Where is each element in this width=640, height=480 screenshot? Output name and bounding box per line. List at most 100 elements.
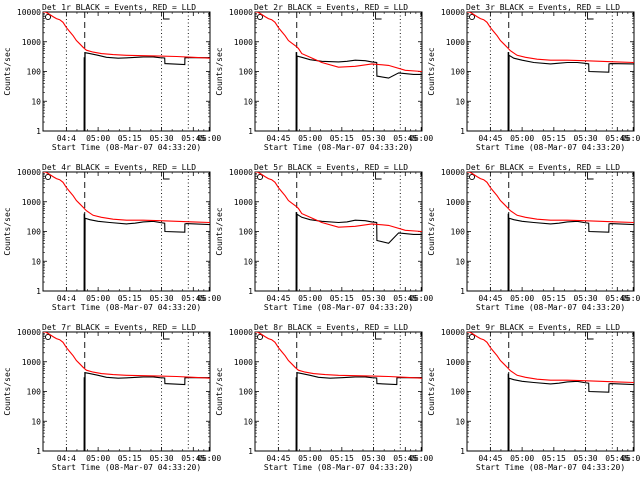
events-series-line [83,52,210,131]
y-tick-label: 10 [31,257,41,266]
x-tick-label: 05:30 [574,134,598,143]
x-axis-label: Start Time (08-Mar-07 04:33:20) [476,303,625,312]
x-tick-label: 05:00 [298,134,322,143]
x-tick-label: 05:00 [510,294,534,303]
x-axis-label: Start Time (08-Mar-07 04:33:20) [476,143,625,152]
lld-series-line [467,12,634,64]
x-tick-label: 06:00 [197,294,221,303]
corner-circle-marker [44,173,52,181]
y-tick-label: 100 [27,68,42,77]
y-axis-label: Counts/sec [215,207,224,255]
x-tick-label: 05:15 [118,454,142,463]
y-tick-label: 1 [248,287,253,296]
corner-circle-marker [468,173,476,181]
corner-bracket-marker [163,172,170,180]
x-tick-label: 05:00 [86,454,110,463]
y-tick-label: 10 [31,417,41,426]
events-series-line [295,52,422,131]
y-tick-label: 10 [31,97,41,106]
x-tick-label: 04:45 [266,454,290,463]
plot-panel-2: Det 2r BLACK = Events, RED = LLD 1 10 100 10… [215,3,433,152]
corner-bracket-marker [587,172,594,180]
x-tick-label: 05:30 [150,454,174,463]
x-tick-label: 05:30 [150,134,174,143]
corner-bracket-marker [375,172,382,180]
y-tick-label: 1000 [234,358,253,367]
y-tick-label: 10000 [229,168,253,177]
y-tick-label: 10000 [17,328,41,337]
y-tick-label: 100 [239,68,254,77]
x-tick-label: 05:30 [362,454,386,463]
y-tick-label: 1 [248,447,253,456]
plot-title: Det 8r BLACK = Events, RED = LLD [254,323,408,332]
x-tick-label: 05:15 [542,134,566,143]
events-series-line [507,52,634,131]
plot-title: Det 9r BLACK = Events, RED = LLD [466,323,620,332]
corner-bracket-marker [587,332,594,340]
x-tick-label: 05:15 [118,134,142,143]
x-tick-label: 05:00 [86,134,110,143]
lld-series-line [43,172,210,224]
x-axis-label: Start Time (08-Mar-07 04:33:20) [264,143,413,152]
x-tick-label: 05:15 [542,294,566,303]
lld-series-line [255,12,422,73]
plot-title: Det 6r BLACK = Events, RED = LLD [466,163,620,172]
x-tick-label: 05:45 [181,134,205,143]
x-tick-label: 05:30 [574,294,598,303]
y-tick-label: 10000 [441,168,465,177]
y-tick-label: 100 [451,68,466,77]
y-tick-label: 10000 [17,8,41,17]
y-tick-label: 10 [455,97,465,106]
events-series-line [507,213,634,291]
lld-series-line [43,332,210,379]
x-tick-label: 05:15 [118,294,142,303]
events-series-line [83,213,210,291]
x-axis-label: Start Time (08-Mar-07 04:33:20) [52,303,201,312]
corner-bracket-marker [163,332,170,340]
plot-panel-8: Det 8r BLACK = Events, RED = LLD 1 10 100 10… [215,323,433,472]
y-tick-label: 1000 [22,38,41,47]
events-series-line [507,373,634,451]
corner-bracket-marker [375,12,382,20]
x-axis-label: Start Time (08-Mar-07 04:33:20) [476,463,625,472]
x-tick-label: 05:45 [605,294,629,303]
x-tick-label: 04:4 [57,294,76,303]
y-tick-label: 10000 [229,328,253,337]
y-axis-label: Counts/sec [427,47,436,95]
x-tick-label: 05:45 [181,294,205,303]
x-tick-label: 06:00 [409,134,433,143]
plot-title: Det 4r BLACK = Events, RED = LLD [42,163,196,172]
y-tick-label: 1000 [22,358,41,367]
x-tick-label: 05:45 [605,454,629,463]
y-tick-label: 1000 [234,38,253,47]
plot-panel-5: Det 5r BLACK = Events, RED = LLD 1 10 100 10… [215,163,433,312]
x-axis-label: Start Time (08-Mar-07 04:33:20) [264,303,413,312]
lld-series-line [467,332,634,384]
x-tick-label: 05:30 [574,454,598,463]
x-tick-label: 05:15 [330,134,354,143]
x-tick-label: 05:30 [362,294,386,303]
x-tick-label: 05:45 [393,134,417,143]
x-tick-label: 06:00 [621,454,640,463]
x-tick-label: 05:45 [181,454,205,463]
corner-circle-marker [256,173,264,181]
y-tick-label: 1000 [446,38,465,47]
y-axis-label: Counts/sec [3,47,12,95]
corner-bracket-marker [163,12,170,20]
y-tick-label: 10 [243,97,253,106]
events-series-line [295,372,422,451]
plot-panel-7: Det 7r BLACK = Events, RED = LLD 1 10 100 10… [3,323,221,472]
x-tick-label: 05:30 [150,294,174,303]
y-tick-label: 1000 [22,198,41,207]
corner-circle-marker [44,333,52,341]
x-tick-label: 04:4 [57,134,76,143]
y-axis-label: Counts/sec [215,47,224,95]
y-tick-label: 1000 [446,358,465,367]
plot-title: Det 2r BLACK = Events, RED = LLD [254,3,408,12]
x-tick-label: 05:00 [510,454,534,463]
x-tick-label: 06:00 [409,294,433,303]
x-tick-label: 05:00 [510,134,534,143]
y-tick-label: 100 [239,228,254,237]
y-tick-label: 10000 [17,168,41,177]
